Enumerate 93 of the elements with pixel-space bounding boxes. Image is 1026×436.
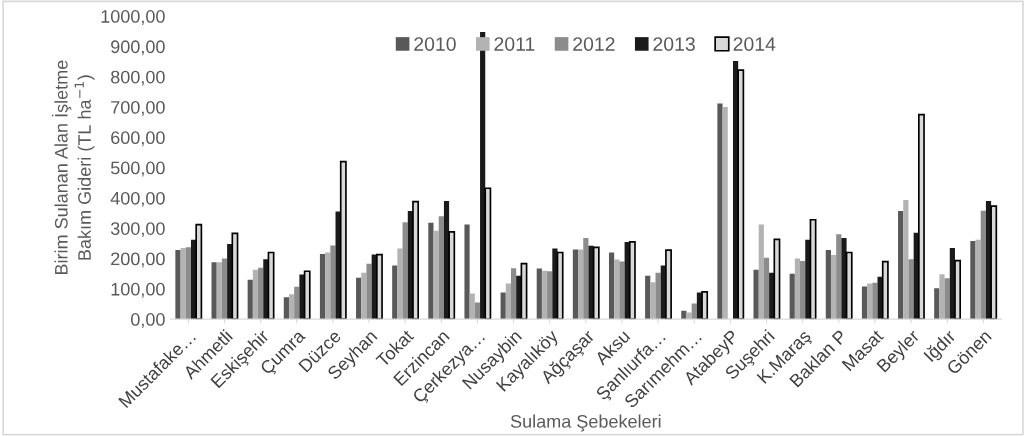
bar — [541, 270, 548, 320]
y-axis-title: Birim Sulanan Alan İşletme Bakım Gideri (TL ha$^{−1}$) — [51, 60, 95, 275]
bar — [258, 267, 264, 320]
bar — [753, 269, 759, 320]
y-tick-label: 300,00 — [110, 222, 165, 238]
bar — [247, 279, 253, 320]
bar — [681, 310, 687, 320]
bar — [975, 239, 981, 320]
bar — [800, 260, 806, 320]
bar — [221, 258, 228, 320]
bar — [867, 283, 873, 320]
bar — [510, 268, 517, 320]
bar — [433, 230, 439, 320]
bar — [944, 278, 950, 320]
bar — [830, 254, 837, 320]
bar — [578, 249, 584, 320]
bar — [898, 210, 904, 320]
legend-label: 2012 — [573, 37, 615, 51]
bar — [789, 273, 795, 320]
bar — [552, 248, 558, 320]
bar — [722, 107, 728, 320]
bar — [980, 210, 986, 320]
y-tick-label: 1000,00 — [101, 10, 165, 25]
bar — [211, 262, 217, 320]
bar — [908, 259, 914, 320]
bar — [319, 254, 326, 320]
bar — [825, 250, 831, 320]
bar — [288, 294, 295, 320]
bar — [872, 282, 878, 320]
y-tick-label: 900,00 — [111, 40, 165, 56]
bar — [572, 249, 579, 320]
bar — [500, 292, 506, 320]
legend-label: 2011 — [494, 37, 535, 51]
bar — [861, 286, 868, 320]
y-tick-label: 700,00 — [111, 100, 165, 116]
bar — [934, 288, 940, 320]
bar — [536, 268, 542, 320]
bar — [836, 234, 842, 320]
y-tick-label: 200,00 — [111, 252, 165, 268]
bar — [645, 275, 651, 320]
bar — [619, 261, 625, 320]
bar — [794, 258, 801, 320]
bar — [438, 216, 444, 320]
bar — [252, 269, 259, 320]
bar — [608, 252, 615, 320]
bar — [805, 239, 811, 320]
bar — [686, 312, 692, 320]
y-tick-label: 400,00 — [110, 191, 165, 207]
bar — [474, 302, 481, 320]
bar — [939, 274, 945, 320]
bar — [361, 272, 367, 320]
bar — [614, 259, 620, 320]
bar — [356, 277, 362, 320]
bar — [516, 275, 522, 320]
bar — [392, 265, 398, 320]
bar — [655, 272, 661, 320]
bar — [175, 250, 181, 320]
bar — [330, 245, 336, 320]
bar — [325, 252, 331, 320]
legend-label: 2010 — [414, 37, 456, 51]
bar — [547, 271, 553, 320]
bar — [717, 103, 723, 320]
bar — [299, 274, 305, 320]
bar — [263, 259, 269, 320]
legend-label: 2013 — [653, 37, 695, 51]
bar — [691, 303, 697, 320]
bar — [588, 245, 594, 320]
y-tick-label: 600,00 — [111, 131, 165, 147]
bar — [763, 257, 770, 320]
bar — [464, 224, 470, 320]
bar — [428, 222, 434, 320]
bar — [903, 200, 909, 320]
y-tick-label: 0,00 — [131, 313, 165, 328]
bar — [841, 237, 847, 320]
bar — [758, 224, 764, 320]
bar — [650, 282, 656, 320]
bar — [505, 283, 511, 320]
legend-label: 2014 — [733, 37, 776, 51]
x-axis-title: Sulama Şebekeleri — [510, 414, 661, 432]
bar — [469, 293, 475, 320]
bar — [583, 237, 589, 320]
bar — [366, 263, 372, 320]
bar — [294, 286, 300, 320]
bar — [397, 248, 403, 320]
bar — [185, 247, 191, 320]
bar — [180, 247, 186, 320]
y-tick-label: 800,00 — [111, 70, 165, 86]
bar — [402, 222, 408, 320]
y-tick-label: 100,00 — [111, 282, 165, 298]
bar — [283, 297, 289, 320]
bar — [970, 240, 976, 320]
bar — [216, 262, 222, 320]
y-tick-label: 500,00 — [110, 161, 165, 177]
